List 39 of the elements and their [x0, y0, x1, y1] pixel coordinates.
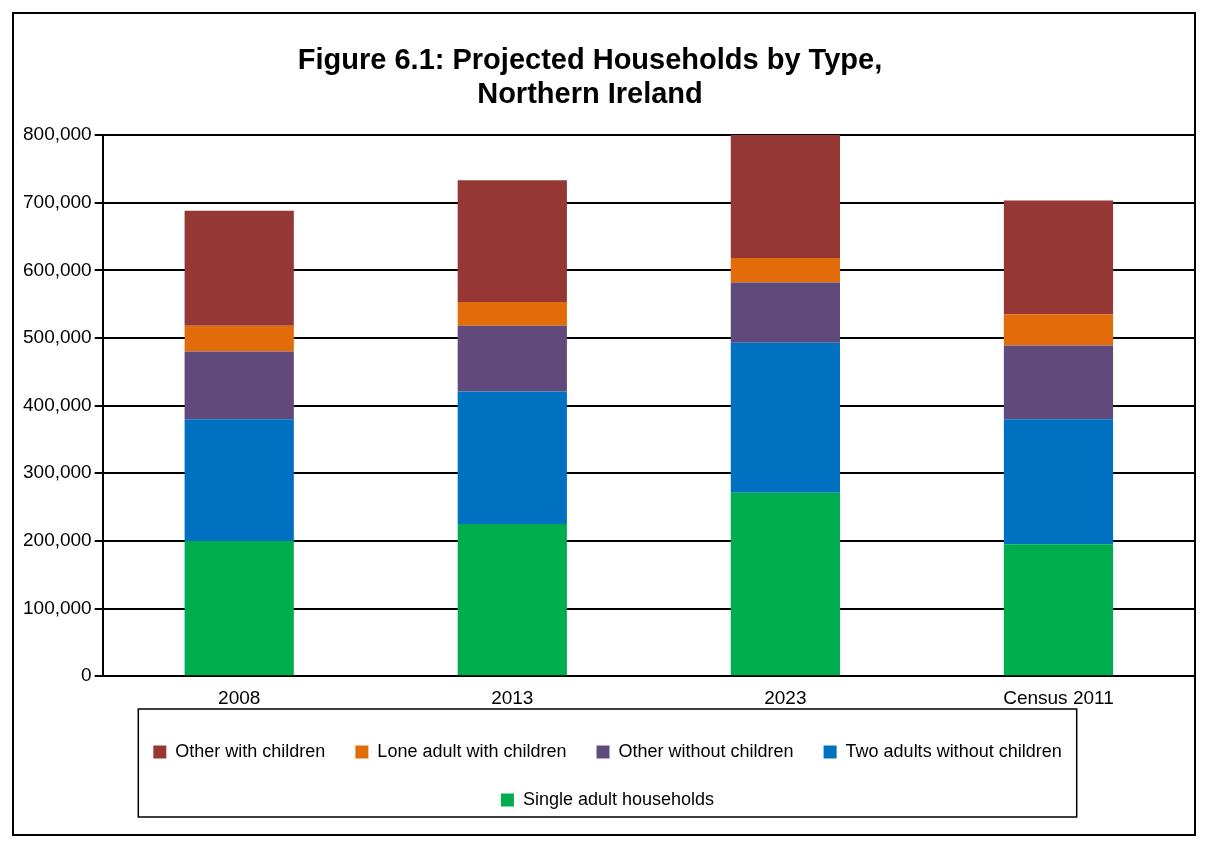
legend-label: Two adults without children [845, 740, 1062, 761]
bar [184, 325, 294, 352]
x-tick-label: 2008 [218, 686, 261, 708]
bar [457, 180, 567, 303]
chart-title: Figure 6.1: Projected Households by Type, Northern Ireland [296, 42, 884, 110]
x-tick-label: Census 2011 [1003, 686, 1114, 708]
y-tick-label: 100,000 [22, 596, 92, 618]
bar [1003, 314, 1114, 346]
bar [184, 351, 294, 420]
bar [1003, 200, 1114, 315]
bar [1003, 345, 1114, 420]
bar [457, 523, 567, 676]
y-tick-label: 300,000 [22, 461, 92, 483]
legend-label: Single adult households [522, 788, 715, 809]
bar [1003, 544, 1114, 676]
y-tick-label: 0 [81, 664, 92, 686]
y-tick-label: 600,000 [22, 258, 92, 280]
bar [184, 540, 294, 676]
y-tick-label: 800,000 [22, 123, 92, 145]
legend-label: Lone adult with children [377, 740, 567, 761]
legend-label: Other without children [618, 740, 794, 761]
bar [457, 391, 567, 524]
y-tick-label: 200,000 [22, 529, 92, 551]
y-tick-label: 500,000 [22, 326, 92, 348]
bar [730, 282, 840, 343]
bar [1003, 419, 1114, 545]
legend-label: Other with children [175, 740, 326, 761]
bar [184, 210, 294, 326]
bar [457, 325, 567, 392]
x-tick-label: 2023 [764, 686, 807, 708]
bar [730, 342, 840, 493]
y-tick-label: 400,000 [22, 393, 92, 415]
bar [730, 492, 840, 676]
x-tick-label: 2013 [491, 686, 534, 708]
bar [457, 302, 567, 326]
bar [730, 258, 840, 283]
bar [184, 419, 294, 541]
bar [730, 135, 840, 259]
y-tick-label: 700,000 [22, 190, 92, 212]
